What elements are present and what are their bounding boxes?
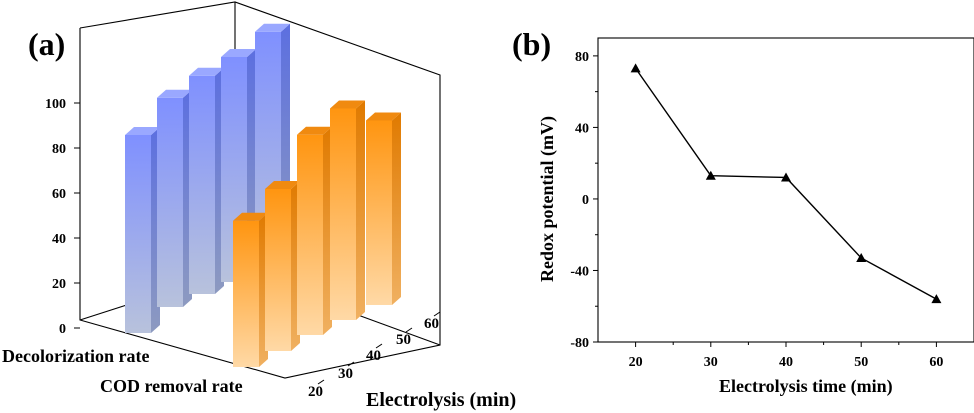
electrolysis-tick-label: 30	[338, 366, 353, 382]
bar-decolorization-20	[125, 127, 160, 333]
bar-cod-20	[233, 212, 268, 367]
y-axis: 80 40 0 -40 -80	[570, 50, 598, 351]
bar-front	[265, 189, 291, 351]
bar-front	[189, 75, 215, 294]
bar-top	[233, 212, 268, 221]
y-tick-label: -80	[570, 336, 589, 351]
z-tick-label: 0	[59, 322, 66, 337]
y-tick-label: 40	[575, 121, 589, 136]
series-label-decolorization: Decolorization rate	[2, 346, 149, 366]
redox-series	[630, 63, 942, 304]
electrolysis-tick-mark	[405, 327, 413, 333]
electrolysis-tick-mark	[375, 343, 383, 349]
x-tick-label: 60	[929, 355, 943, 370]
electrolysis-axis: 20 30 40 50 60	[308, 311, 441, 400]
x-tick-label: 50	[854, 355, 868, 370]
panel-a: (a) 0 20 40 60 80 100 20 30 40 50 60 Decolorizati…	[2, 1, 516, 411]
bar-cod-50	[330, 100, 365, 320]
data-point-60	[931, 294, 942, 304]
x-axis: 20 30 40 50 60	[629, 342, 943, 370]
bar-side	[356, 100, 365, 320]
electrolysis-tick-label: 50	[396, 332, 411, 348]
bar-front	[330, 108, 356, 320]
bar-front	[366, 120, 392, 305]
bar-top	[221, 49, 256, 57]
x-tick-label: 30	[704, 355, 718, 370]
y-axis-title: Redox potential (mV)	[537, 116, 558, 282]
x-axis-title: Electrolysis time (min)	[719, 376, 893, 397]
panel-b-label: (b)	[512, 26, 551, 62]
bar-side	[323, 126, 332, 335]
electrolysis-tick-label: 60	[424, 316, 439, 332]
bar-top	[157, 89, 192, 98]
electrolysis-axis-title: Electrolysis (min)	[366, 389, 516, 411]
series-line	[635, 67, 937, 300]
bar-top	[297, 126, 332, 135]
panel-b: (b) 80 40 0 -40 -80 20 30 40 50 60 Electrolysis …	[512, 26, 974, 397]
bar-front	[233, 220, 259, 367]
z-tick-label: 20	[52, 277, 66, 292]
z-axis: 0 20 40 60 80 100	[45, 97, 80, 337]
bar-front	[297, 134, 323, 335]
bar-top	[330, 100, 365, 109]
electrolysis-tick-mark	[317, 379, 325, 385]
bar-decolorization-30	[157, 89, 192, 307]
bar-front	[125, 135, 151, 333]
z-tick-label: 40	[52, 232, 66, 247]
bar-top	[189, 67, 224, 76]
bar-cod-40	[297, 126, 332, 335]
bar-top	[265, 181, 300, 189]
panel-a-label: (a)	[28, 26, 65, 62]
bar-decolorization-40	[189, 67, 224, 294]
z-tick-label: 60	[52, 187, 66, 202]
electrolysis-tick-mark	[347, 361, 355, 367]
plot-frame	[597, 37, 974, 343]
y-tick-label: 80	[575, 50, 589, 65]
bar-front	[157, 97, 183, 307]
bar-cod-60	[366, 112, 401, 305]
bar-cod-30	[265, 181, 300, 351]
z-tick-label: 100	[45, 97, 66, 112]
bar-top	[255, 23, 290, 32]
bar-side	[392, 112, 401, 305]
x-tick-label: 40	[779, 355, 793, 370]
bar-top	[366, 112, 401, 121]
data-point-30	[705, 170, 716, 180]
x-tick-label: 20	[629, 355, 643, 370]
y-tick-label: -40	[570, 264, 589, 279]
bars-3d	[125, 23, 401, 367]
electrolysis-tick-label: 20	[308, 384, 323, 400]
electrolysis-tick-mark	[433, 311, 441, 317]
data-point-20	[630, 63, 641, 73]
electrolysis-tick-label: 40	[366, 348, 381, 364]
data-point-40	[781, 172, 791, 182]
bar-top	[125, 127, 160, 135]
data-point-50	[856, 252, 867, 262]
y-tick-label: 0	[582, 193, 589, 208]
z-tick-label: 80	[52, 142, 66, 157]
series-label-cod: COD removal rate	[100, 376, 243, 396]
